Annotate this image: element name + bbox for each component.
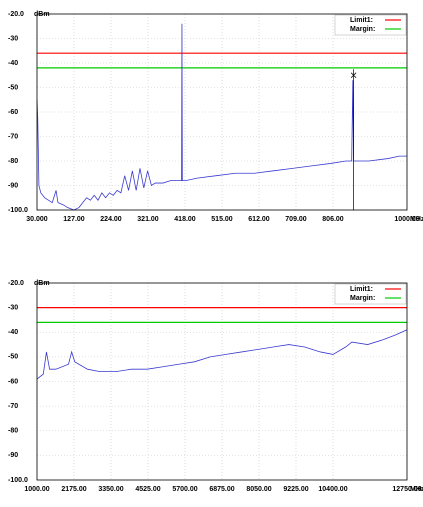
y-tick-label: -60 (8, 109, 18, 116)
x-tick-label: 4525.00 (135, 486, 160, 493)
x-tick-label: 10400.00 (318, 486, 347, 493)
x-unit: MHz (410, 216, 423, 223)
plot-area (37, 14, 407, 210)
x-tick-label: 9225.00 (283, 486, 308, 493)
y-tick-label: -30 (8, 304, 18, 311)
y-tick-label: -40 (8, 329, 18, 336)
x-tick-label: 1000.00 (394, 216, 419, 223)
y-tick-label: -40 (8, 60, 18, 67)
y-tick-label: -70 (8, 403, 18, 410)
x-tick-label: 612.00 (248, 216, 270, 223)
y-tick-label: -50 (8, 354, 18, 361)
plot-area (37, 283, 407, 480)
x-tick-label: 12750.00 (392, 486, 421, 493)
x-tick-label: 3350.00 (98, 486, 123, 493)
x-tick-label: 30.000 (26, 216, 48, 223)
x-tick-label: 806.00 (322, 216, 344, 223)
x-tick-label: 2175.00 (61, 486, 86, 493)
y-tick-label: -70 (8, 133, 18, 140)
plot-border (36, 13, 408, 211)
y-tick-label: -80 (8, 428, 18, 435)
x-tick-label: 418.00 (174, 216, 196, 223)
x-tick-label: 321.00 (137, 216, 159, 223)
y-tick-label: -30 (8, 35, 18, 42)
x-tick-label: 515.00 (211, 216, 233, 223)
x-tick-label: 224.00 (100, 216, 122, 223)
y-tick-label: -100.0 (8, 477, 28, 484)
x-tick-label: 5700.00 (172, 486, 197, 493)
y-tick-label: -90 (8, 182, 18, 189)
y-tick-label: -60 (8, 378, 18, 385)
y-tick-label: -80 (8, 158, 18, 165)
trace (36, 23, 407, 211)
y-tick-label: -90 (8, 452, 18, 459)
y-tick-label: -100.0 (8, 207, 28, 214)
plot-border (36, 282, 408, 481)
y-tick-label: -20.0 (8, 11, 24, 18)
x-tick-label: 1000.00 (24, 486, 49, 493)
x-tick-label: 6875.00 (209, 486, 234, 493)
legend-label: Limit1: (350, 17, 373, 24)
legend-label: Limit1: (350, 286, 373, 293)
trace (36, 329, 408, 380)
x-unit: MHz (410, 486, 423, 493)
x-tick-label: 127.00 (63, 216, 85, 223)
x-tick-label: 8050.00 (246, 486, 271, 493)
y-tick-label: -20.0 (8, 280, 24, 287)
marker (350, 72, 357, 79)
y-tick-label: -50 (8, 84, 18, 91)
x-tick-label: 709.00 (285, 216, 307, 223)
legend-label: Margin: (350, 295, 375, 302)
legend-label: Margin: (350, 26, 375, 33)
